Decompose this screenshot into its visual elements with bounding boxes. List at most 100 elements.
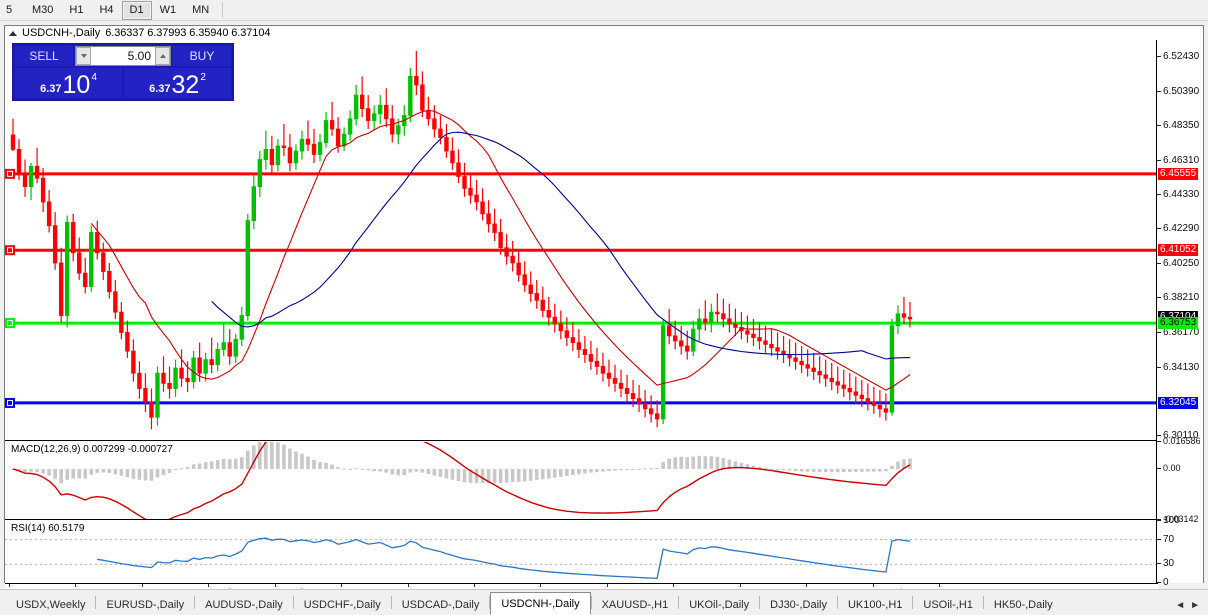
buy-price-big: 32 <box>171 71 200 99</box>
price-tick-label: 6.42290 <box>1163 223 1200 235</box>
chart-tab-usdcnh-daily[interactable]: USDCNH-,Daily <box>490 592 591 615</box>
chevron-down-icon <box>80 54 87 58</box>
price-tick-label: 6.44330 <box>1163 188 1200 200</box>
rsi-pane[interactable]: RSI(14) 60.5179 <box>5 521 1158 583</box>
chart-tab-uk100-h1[interactable]: UK100-,H1 <box>847 598 903 611</box>
chart-tab-bar: USDX,Weekly EURUSD-,Daily AUDUSD-,Daily USD… <box>0 589 1208 615</box>
macd-tick-label: 0.00 <box>1163 462 1181 473</box>
date-tick <box>939 584 940 587</box>
macd-label: MACD(12,26,9) 0.007299 -0.000727 <box>9 444 175 455</box>
price-tick-label: 6.34130 <box>1163 361 1200 373</box>
chart-tab-audusd-daily[interactable]: AUDUSD-,Daily <box>205 598 283 611</box>
rsi-tick-label: 100 <box>1163 515 1180 526</box>
date-tick <box>208 584 210 587</box>
one-click-trading-panel[interactable]: SELL 5.00 BUY 6.37 10 4 6.37 32 2 <box>12 43 234 101</box>
price-tick-dash <box>1157 193 1161 195</box>
price-tick-label: 6.50390 <box>1163 85 1200 97</box>
rsi-tick-dash <box>1157 520 1161 521</box>
sell-price-cell[interactable]: 6.37 10 4 <box>15 68 122 98</box>
collapse-triangle-icon[interactable] <box>9 30 17 36</box>
chart-tab-usdchf-daily[interactable]: USDCHF-,Daily <box>303 598 381 611</box>
timeframe-button-m5[interactable]: 5 <box>5 4 13 16</box>
date-tick <box>141 584 143 587</box>
date-tick <box>739 584 741 587</box>
chart-tab-usdcad-daily[interactable]: USDCAD-,Daily <box>401 598 480 611</box>
volume-decrease-button[interactable] <box>76 47 91 65</box>
chart-tab-usdx-weekly[interactable]: USDX,Weekly <box>16 598 86 611</box>
chevron-up-icon <box>159 54 166 58</box>
rsi-tick-dash <box>1157 582 1161 583</box>
price-level-tag-support-green[interactable]: 6.36753 <box>1158 317 1199 330</box>
rsi-tick-dash <box>1157 563 1161 565</box>
tab-divider <box>982 596 984 609</box>
tab-divider <box>95 596 97 609</box>
price-pane[interactable] <box>5 40 1158 441</box>
volume-stepper[interactable]: 5.00 <box>75 46 171 66</box>
price-tick-dash <box>1157 262 1161 264</box>
tab-prev-arrow[interactable]: ◄ <box>1175 600 1186 611</box>
tab-divider <box>590 596 592 609</box>
candlestick-chart <box>5 51 1158 430</box>
tab-nav-arrows: ◄ ► <box>1175 600 1208 615</box>
price-level-tag-support-blue[interactable]: 6.32045 <box>1158 396 1199 409</box>
volume-increase-button[interactable] <box>155 47 170 65</box>
timeframe-button-h4[interactable]: H4 <box>99 4 114 16</box>
timeframe-button-m30[interactable]: M30 <box>32 4 54 16</box>
toolbar-divider <box>222 2 224 18</box>
sell-price-prefix: 6.37 <box>40 83 62 95</box>
chart-tab-eurusd-daily[interactable]: EURUSD-,Daily <box>106 598 185 611</box>
tab-divider <box>390 596 392 609</box>
buy-price-prefix: 6.37 <box>149 83 171 95</box>
volume-value[interactable]: 5.00 <box>91 47 155 65</box>
buy-price-cell[interactable]: 6.37 32 2 <box>124 68 231 98</box>
sell-price-big: 10 <box>62 71 91 99</box>
chart-tab-ukoil-daily[interactable]: UKOil-,Daily <box>689 598 750 611</box>
price-tick-dash <box>1157 366 1161 368</box>
chart-symbol-title: USDCNH-,Daily <box>22 27 101 39</box>
rsi-tick-label: 70 <box>1163 533 1175 545</box>
price-tick-dash <box>1157 434 1161 436</box>
tab-divider <box>678 596 680 609</box>
tab-divider <box>489 596 491 609</box>
chart-tab-dj30-daily[interactable]: DJ30-,Daily <box>770 598 827 611</box>
chart-tab-xauusd-h1[interactable]: XAUUSD-,H1 <box>601 598 669 611</box>
tab-next-arrow[interactable]: ► <box>1190 600 1200 611</box>
macd-tick-label: 0.016586 <box>1163 436 1201 446</box>
date-tick <box>474 584 475 587</box>
price-scale[interactable]: 6.52430 6.50390 6.48350 6.46310 6.44330 6.422… <box>1156 40 1203 588</box>
macd-tick-label: -0.03142 <box>1163 514 1199 524</box>
sell-price-sup: 4 <box>91 72 97 83</box>
price-level-tag-resistance-1[interactable]: 6.45555 <box>1158 167 1199 180</box>
macd-tick-dash <box>1157 441 1161 442</box>
rsi-label: RSI(14) 60.5179 <box>9 523 87 534</box>
chart-tab-usoil-h1[interactable]: USOil-,H1 <box>923 598 973 611</box>
date-tick <box>9 584 10 587</box>
chart-tab-hk50-daily[interactable]: HK50-,Daily <box>993 598 1053 611</box>
timeframe-button-h1[interactable]: H1 <box>69 4 84 16</box>
macd-pane[interactable]: MACD(12,26,9) 0.007299 -0.000727 <box>5 442 1158 520</box>
date-tick <box>540 584 542 587</box>
tab-divider <box>292 596 294 609</box>
date-tick <box>606 584 608 587</box>
price-level-tag-resistance-2[interactable]: 6.41052 <box>1158 244 1199 257</box>
price-tick-label: 6.30110 <box>1163 429 1199 441</box>
buy-button[interactable]: BUY <box>173 46 231 66</box>
macd-tick-dash <box>1157 467 1161 469</box>
timeframe-button-mn[interactable]: MN <box>192 4 210 16</box>
price-tick-dash <box>1157 297 1161 299</box>
price-tick-label: 6.48350 <box>1163 120 1200 132</box>
price-tick-label: 6.40250 <box>1163 257 1200 269</box>
octp-price-row: 6.37 10 4 6.37 32 2 <box>13 68 233 100</box>
sell-button[interactable]: SELL <box>15 46 73 66</box>
date-tick <box>872 584 874 587</box>
macd-tick-dash <box>1157 519 1161 520</box>
price-tick-label: 6.46310 <box>1163 155 1200 167</box>
timeframe-button-w1[interactable]: W1 <box>159 4 177 16</box>
price-tick-dash <box>1157 331 1161 333</box>
price-tick-label: 6.36170 <box>1163 326 1200 338</box>
timeframe-button-d1[interactable]: D1 <box>121 0 152 20</box>
price-tick-dash <box>1157 56 1161 58</box>
buy-price-sup: 2 <box>200 72 206 83</box>
date-tick <box>407 584 409 587</box>
rsi-tick-label: 30 <box>1163 558 1175 570</box>
